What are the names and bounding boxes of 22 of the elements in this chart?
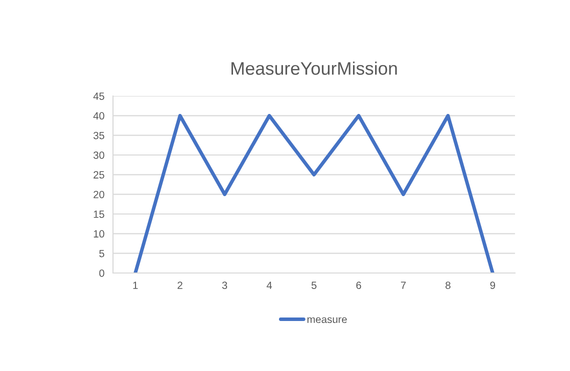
- x-tick-label: 4: [266, 282, 272, 289]
- y-tick-label: 40: [93, 112, 104, 120]
- line-series: [134, 114, 494, 273]
- y-tick-label: 25: [94, 171, 104, 179]
- x-tick-label: 6: [356, 282, 362, 289]
- x-tick-label: 3: [222, 282, 228, 289]
- y-tick-label: 15: [94, 210, 104, 218]
- y-tick-label: 45: [93, 92, 104, 100]
- legend-label: measure: [307, 317, 347, 324]
- x-tick-label: 9: [490, 282, 496, 289]
- y-tick-label: 30: [93, 152, 104, 159]
- x-tick-label: 2: [178, 282, 182, 289]
- x-tick-label: 1: [133, 282, 138, 289]
- x-tick-label: 7: [400, 282, 406, 289]
- chart-title: MeasureYourMission: [232, 62, 397, 75]
- y-tick-label: 0: [99, 270, 104, 277]
- y-tick-label: 20: [94, 190, 104, 198]
- y-tick-label: 35: [93, 132, 104, 140]
- x-tick-label: 5: [312, 282, 316, 289]
- y-tick-label: 10: [94, 230, 104, 238]
- y-tick-label: 5: [99, 250, 104, 258]
- x-tick-label: 8: [446, 282, 450, 289]
